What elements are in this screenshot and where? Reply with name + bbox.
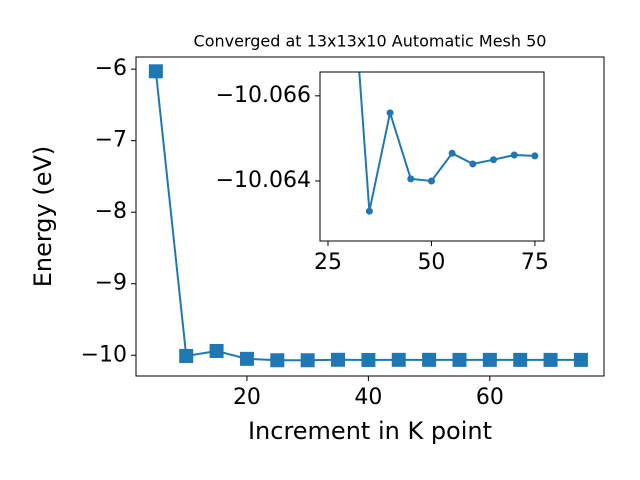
marker	[573, 352, 588, 367]
marker	[513, 352, 528, 367]
y-tick-label: −8	[95, 199, 127, 224]
x-tick-label: 40	[354, 385, 382, 410]
marker	[300, 353, 315, 368]
marker	[365, 207, 373, 215]
marker	[482, 352, 497, 367]
chart-title: Converged at 13x13x10 Automatic Mesh 50	[194, 32, 547, 51]
marker	[361, 352, 376, 367]
y-tick-label: −10	[81, 342, 127, 367]
y-axis-label: Energy (eV)	[29, 146, 57, 288]
plot-content	[148, 64, 588, 368]
marker	[209, 343, 224, 358]
marker	[148, 64, 163, 79]
y-tick-label: −9	[95, 271, 127, 296]
y-tick-label: −10.066	[216, 83, 311, 108]
marker	[270, 353, 285, 368]
marker	[510, 151, 518, 159]
axes-frame	[319, 71, 545, 242]
x-tick-label: 20	[233, 385, 261, 410]
series-line	[358, 72, 535, 212]
plot-content	[358, 72, 539, 215]
marker	[448, 149, 456, 157]
marker	[179, 348, 194, 363]
marker	[469, 160, 477, 168]
marker	[422, 352, 437, 367]
y-tick-label: −7	[95, 128, 127, 153]
marker	[239, 351, 254, 366]
marker	[452, 352, 467, 367]
marker	[386, 109, 394, 117]
y-tick-label: −6	[95, 56, 127, 81]
marker	[407, 175, 415, 183]
marker	[543, 352, 558, 367]
marker	[490, 156, 498, 164]
marker	[531, 152, 539, 160]
marker	[391, 352, 406, 367]
marker	[427, 177, 435, 185]
y-tick-label: −10.064	[216, 168, 311, 193]
x-tick-label: 75	[521, 250, 549, 275]
x-axis-label: Increment in K point	[248, 417, 492, 445]
x-tick-label: 60	[476, 385, 504, 410]
marker	[331, 352, 346, 367]
x-tick-label: 50	[417, 250, 445, 275]
axes-frame	[135, 56, 605, 377]
x-tick-label: 25	[314, 250, 342, 275]
